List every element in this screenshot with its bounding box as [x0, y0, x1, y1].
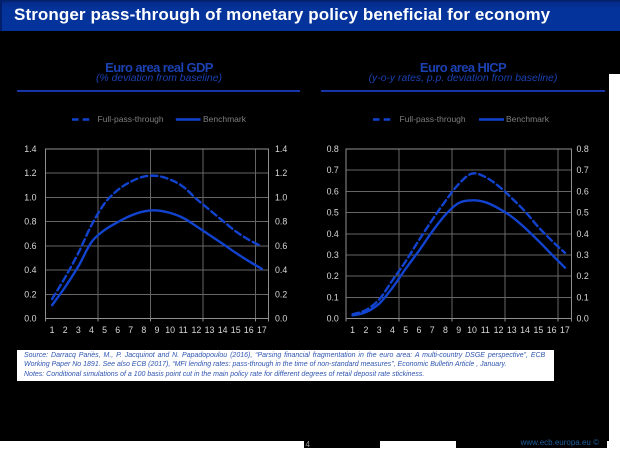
- svg-text:14: 14: [520, 325, 530, 335]
- svg-text:2: 2: [363, 325, 368, 335]
- svg-text:0.4: 0.4: [24, 265, 36, 275]
- svg-text:15: 15: [231, 325, 241, 335]
- svg-text:0.4: 0.4: [577, 229, 589, 239]
- svg-text:10: 10: [467, 325, 477, 335]
- svg-text:0.4: 0.4: [327, 229, 339, 239]
- svg-text:0.3: 0.3: [577, 250, 589, 260]
- svg-text:0.2: 0.2: [24, 289, 36, 299]
- svg-text:9: 9: [456, 325, 461, 335]
- svg-text:12: 12: [191, 325, 201, 335]
- svg-text:4: 4: [390, 325, 395, 335]
- svg-text:11: 11: [481, 325, 490, 335]
- svg-text:0.1: 0.1: [327, 292, 339, 302]
- svg-text:1.4: 1.4: [24, 144, 36, 154]
- svg-text:1.0: 1.0: [275, 192, 287, 202]
- svg-text:0.7: 0.7: [327, 165, 339, 175]
- svg-text:0.7: 0.7: [577, 165, 589, 175]
- svg-text:1.0: 1.0: [24, 192, 36, 202]
- svg-text:5: 5: [102, 325, 107, 335]
- svg-text:2: 2: [63, 325, 68, 335]
- svg-text:0.0: 0.0: [327, 314, 339, 324]
- svg-text:16: 16: [244, 325, 254, 335]
- svg-text:9: 9: [155, 325, 160, 335]
- svg-text:13: 13: [205, 325, 215, 335]
- svg-text:14: 14: [218, 325, 228, 335]
- svg-text:5: 5: [403, 325, 408, 335]
- svg-text:8: 8: [141, 325, 146, 335]
- svg-text:6: 6: [115, 325, 120, 335]
- svg-text:10: 10: [165, 325, 175, 335]
- svg-text:4: 4: [89, 325, 94, 335]
- svg-text:7: 7: [430, 325, 435, 335]
- svg-text:8: 8: [443, 325, 448, 335]
- svg-text:0.0: 0.0: [24, 314, 36, 324]
- svg-text:0.2: 0.2: [577, 271, 589, 281]
- svg-text:1: 1: [50, 325, 55, 335]
- svg-text:0.8: 0.8: [327, 144, 339, 154]
- svg-text:0.1: 0.1: [577, 292, 589, 302]
- svg-text:1.4: 1.4: [275, 144, 287, 154]
- svg-text:1.2: 1.2: [24, 168, 36, 178]
- svg-text:15: 15: [533, 325, 543, 335]
- svg-text:0.0: 0.0: [577, 314, 589, 324]
- svg-text:0.8: 0.8: [24, 217, 36, 227]
- svg-text:0.8: 0.8: [275, 217, 287, 227]
- svg-text:0.2: 0.2: [327, 271, 339, 281]
- svg-text:3: 3: [377, 325, 382, 335]
- svg-text:16: 16: [547, 325, 557, 335]
- svg-text:0.8: 0.8: [577, 144, 589, 154]
- svg-text:0.4: 0.4: [275, 265, 287, 275]
- svg-text:17: 17: [560, 325, 570, 335]
- svg-text:1.2: 1.2: [275, 168, 287, 178]
- svg-text:3: 3: [76, 325, 81, 335]
- svg-text:13: 13: [507, 325, 517, 335]
- svg-text:11: 11: [179, 325, 188, 335]
- svg-text:0.5: 0.5: [327, 208, 339, 218]
- svg-text:0.6: 0.6: [327, 186, 339, 196]
- svg-text:0.2: 0.2: [275, 289, 287, 299]
- svg-text:7: 7: [128, 325, 133, 335]
- svg-text:17: 17: [257, 325, 267, 335]
- svg-text:1: 1: [350, 325, 355, 335]
- svg-text:0.5: 0.5: [577, 208, 589, 218]
- svg-text:0.0: 0.0: [275, 314, 287, 324]
- svg-text:0.3: 0.3: [327, 250, 339, 260]
- svg-text:0.6: 0.6: [275, 241, 287, 251]
- svg-text:0.6: 0.6: [24, 241, 36, 251]
- svg-text:0.6: 0.6: [577, 186, 589, 196]
- svg-text:6: 6: [417, 325, 422, 335]
- svg-text:12: 12: [494, 325, 504, 335]
